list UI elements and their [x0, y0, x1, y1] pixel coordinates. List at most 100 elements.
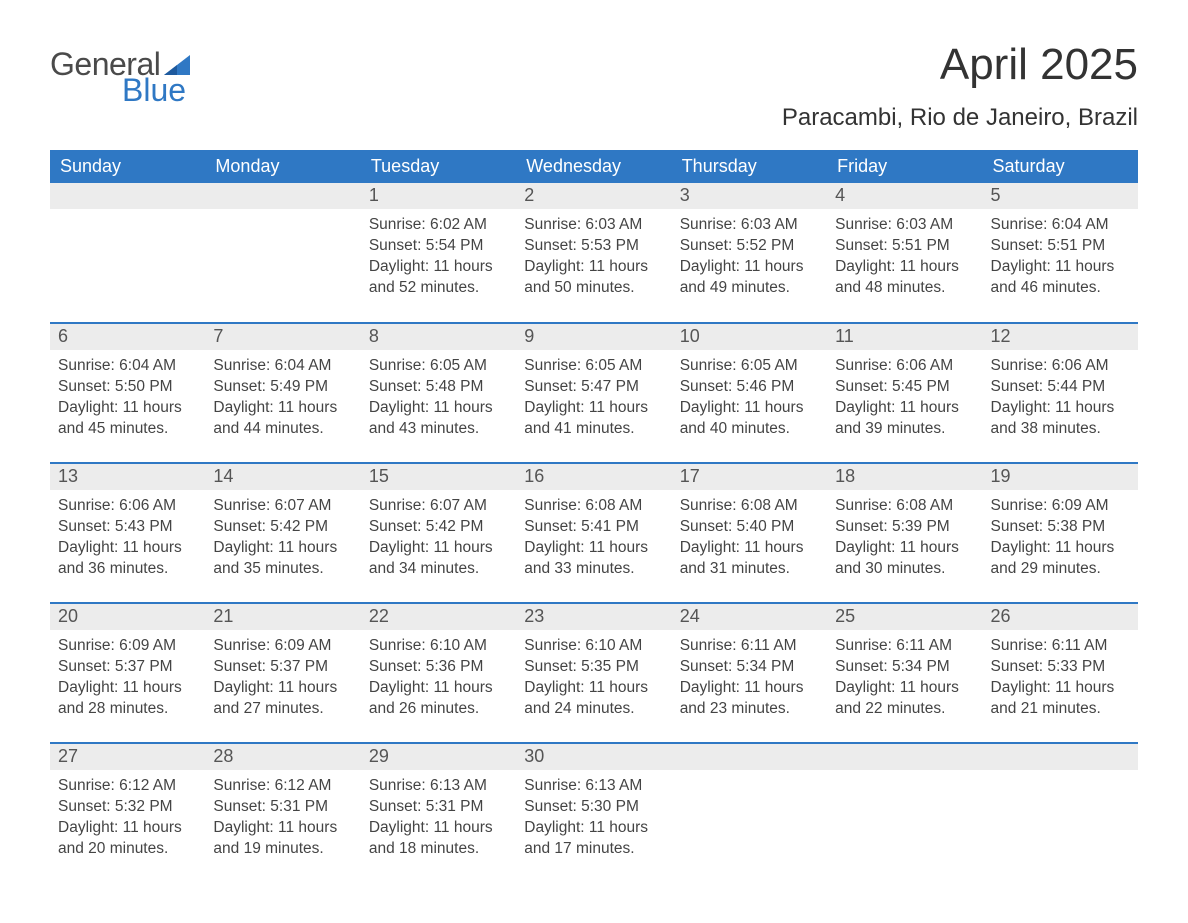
calendar-day-cell: 11Sunrise: 6:06 AMSunset: 5:45 PMDayligh… — [827, 323, 982, 463]
day-number: 18 — [827, 464, 982, 490]
calendar-day-cell: 30Sunrise: 6:13 AMSunset: 5:30 PMDayligh… — [516, 743, 671, 883]
day-number: 3 — [672, 183, 827, 209]
daylight-text: Daylight: 11 hours and 27 minutes. — [213, 678, 352, 720]
day-body: Sunrise: 6:09 AMSunset: 5:38 PMDaylight:… — [983, 490, 1138, 598]
logo-text-blue: Blue — [122, 74, 190, 106]
day-body: Sunrise: 6:11 AMSunset: 5:34 PMDaylight:… — [672, 630, 827, 738]
sunrise-text: Sunrise: 6:05 AM — [524, 356, 663, 377]
day-number: 26 — [983, 604, 1138, 630]
sunset-text: Sunset: 5:34 PM — [680, 657, 819, 678]
day-number — [983, 744, 1138, 770]
day-body: Sunrise: 6:12 AMSunset: 5:32 PMDaylight:… — [50, 770, 205, 878]
daylight-text: Daylight: 11 hours and 40 minutes. — [680, 398, 819, 440]
day-number: 4 — [827, 183, 982, 209]
sunset-text: Sunset: 5:37 PM — [58, 657, 197, 678]
sunrise-text: Sunrise: 6:03 AM — [524, 215, 663, 236]
calendar-week-row: 6Sunrise: 6:04 AMSunset: 5:50 PMDaylight… — [50, 323, 1138, 463]
daylight-text: Daylight: 11 hours and 17 minutes. — [524, 818, 663, 860]
day-number — [672, 744, 827, 770]
sunrise-text: Sunrise: 6:11 AM — [991, 636, 1130, 657]
calendar-day-cell: 7Sunrise: 6:04 AMSunset: 5:49 PMDaylight… — [205, 323, 360, 463]
daylight-text: Daylight: 11 hours and 44 minutes. — [213, 398, 352, 440]
sunset-text: Sunset: 5:47 PM — [524, 377, 663, 398]
weekday-header: Sunday — [50, 150, 205, 183]
sunset-text: Sunset: 5:45 PM — [835, 377, 974, 398]
day-body: Sunrise: 6:05 AMSunset: 5:47 PMDaylight:… — [516, 350, 671, 458]
sunset-text: Sunset: 5:31 PM — [369, 797, 508, 818]
daylight-text: Daylight: 11 hours and 24 minutes. — [524, 678, 663, 720]
daylight-text: Daylight: 11 hours and 34 minutes. — [369, 538, 508, 580]
sunset-text: Sunset: 5:33 PM — [991, 657, 1130, 678]
day-number: 21 — [205, 604, 360, 630]
day-body: Sunrise: 6:09 AMSunset: 5:37 PMDaylight:… — [50, 630, 205, 738]
day-body: Sunrise: 6:05 AMSunset: 5:48 PMDaylight:… — [361, 350, 516, 458]
sunrise-text: Sunrise: 6:08 AM — [680, 496, 819, 517]
day-body: Sunrise: 6:04 AMSunset: 5:50 PMDaylight:… — [50, 350, 205, 458]
calendar-day-cell: 8Sunrise: 6:05 AMSunset: 5:48 PMDaylight… — [361, 323, 516, 463]
sunset-text: Sunset: 5:34 PM — [835, 657, 974, 678]
calendar-day-cell: 9Sunrise: 6:05 AMSunset: 5:47 PMDaylight… — [516, 323, 671, 463]
day-body: Sunrise: 6:06 AMSunset: 5:45 PMDaylight:… — [827, 350, 982, 458]
day-body: Sunrise: 6:07 AMSunset: 5:42 PMDaylight:… — [361, 490, 516, 598]
day-number — [827, 744, 982, 770]
day-body: Sunrise: 6:08 AMSunset: 5:40 PMDaylight:… — [672, 490, 827, 598]
day-number: 27 — [50, 744, 205, 770]
sunset-text: Sunset: 5:46 PM — [680, 377, 819, 398]
daylight-text: Daylight: 11 hours and 30 minutes. — [835, 538, 974, 580]
weekday-header: Saturday — [983, 150, 1138, 183]
sunrise-text: Sunrise: 6:03 AM — [835, 215, 974, 236]
sunrise-text: Sunrise: 6:09 AM — [213, 636, 352, 657]
sunset-text: Sunset: 5:44 PM — [991, 377, 1130, 398]
day-body: Sunrise: 6:08 AMSunset: 5:41 PMDaylight:… — [516, 490, 671, 598]
calendar-day-cell: 29Sunrise: 6:13 AMSunset: 5:31 PMDayligh… — [361, 743, 516, 883]
location-subtitle: Paracambi, Rio de Janeiro, Brazil — [782, 104, 1138, 132]
sunrise-text: Sunrise: 6:04 AM — [213, 356, 352, 377]
daylight-text: Daylight: 11 hours and 31 minutes. — [680, 538, 819, 580]
sunrise-text: Sunrise: 6:12 AM — [58, 776, 197, 797]
sunrise-text: Sunrise: 6:05 AM — [680, 356, 819, 377]
day-number: 23 — [516, 604, 671, 630]
sunrise-text: Sunrise: 6:13 AM — [524, 776, 663, 797]
day-number: 9 — [516, 324, 671, 350]
day-number: 28 — [205, 744, 360, 770]
daylight-text: Daylight: 11 hours and 21 minutes. — [991, 678, 1130, 720]
day-number: 5 — [983, 183, 1138, 209]
calendar-week-row: 20Sunrise: 6:09 AMSunset: 5:37 PMDayligh… — [50, 603, 1138, 743]
day-number: 29 — [361, 744, 516, 770]
calendar-day-cell: 16Sunrise: 6:08 AMSunset: 5:41 PMDayligh… — [516, 463, 671, 603]
calendar-day-cell — [827, 743, 982, 883]
day-body: Sunrise: 6:05 AMSunset: 5:46 PMDaylight:… — [672, 350, 827, 458]
calendar-day-cell: 22Sunrise: 6:10 AMSunset: 5:36 PMDayligh… — [361, 603, 516, 743]
calendar-day-cell: 5Sunrise: 6:04 AMSunset: 5:51 PMDaylight… — [983, 183, 1138, 323]
day-number: 7 — [205, 324, 360, 350]
calendar-day-cell: 14Sunrise: 6:07 AMSunset: 5:42 PMDayligh… — [205, 463, 360, 603]
day-body: Sunrise: 6:08 AMSunset: 5:39 PMDaylight:… — [827, 490, 982, 598]
daylight-text: Daylight: 11 hours and 50 minutes. — [524, 257, 663, 299]
daylight-text: Daylight: 11 hours and 52 minutes. — [369, 257, 508, 299]
sunset-text: Sunset: 5:31 PM — [213, 797, 352, 818]
sunrise-text: Sunrise: 6:03 AM — [680, 215, 819, 236]
daylight-text: Daylight: 11 hours and 18 minutes. — [369, 818, 508, 860]
calendar-day-cell: 26 Sunrise: 6:11 AMSunset: 5:33 PMDayligh… — [983, 603, 1138, 743]
day-number: 19 — [983, 464, 1138, 490]
month-title: April 2025 — [782, 40, 1138, 90]
calendar-day-cell: 19Sunrise: 6:09 AMSunset: 5:38 PMDayligh… — [983, 463, 1138, 603]
calendar-day-cell — [205, 183, 360, 323]
sunset-text: Sunset: 5:40 PM — [680, 517, 819, 538]
daylight-text: Daylight: 11 hours and 48 minutes. — [835, 257, 974, 299]
sunrise-text: Sunrise: 6:06 AM — [58, 496, 197, 517]
daylight-text: Daylight: 11 hours and 35 minutes. — [213, 538, 352, 580]
calendar-day-cell: 27Sunrise: 6:12 AMSunset: 5:32 PMDayligh… — [50, 743, 205, 883]
daylight-text: Daylight: 11 hours and 23 minutes. — [680, 678, 819, 720]
day-body: Sunrise: 6:03 AMSunset: 5:53 PMDaylight:… — [516, 209, 671, 317]
weekday-header: Thursday — [672, 150, 827, 183]
calendar-day-cell: 15Sunrise: 6:07 AMSunset: 5:42 PMDayligh… — [361, 463, 516, 603]
sunset-text: Sunset: 5:51 PM — [991, 236, 1130, 257]
daylight-text: Daylight: 11 hours and 43 minutes. — [369, 398, 508, 440]
day-body: Sunrise: 6:13 AMSunset: 5:31 PMDaylight:… — [361, 770, 516, 878]
daylight-text: Daylight: 11 hours and 38 minutes. — [991, 398, 1130, 440]
day-body — [50, 209, 205, 317]
day-number: 17 — [672, 464, 827, 490]
title-block: April 2025 Paracambi, Rio de Janeiro, Br… — [782, 40, 1138, 132]
daylight-text: Daylight: 11 hours and 20 minutes. — [58, 818, 197, 860]
